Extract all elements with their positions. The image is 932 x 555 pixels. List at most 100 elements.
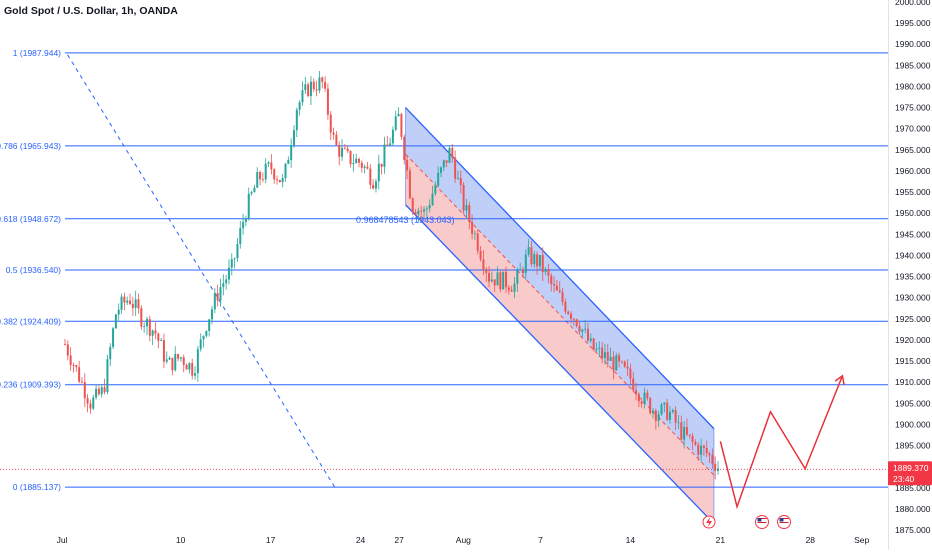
candle[interactable] [507,284,510,295]
candle[interactable] [112,327,115,349]
candle[interactable] [550,272,553,292]
candle[interactable] [623,360,626,368]
candle[interactable] [177,353,180,362]
candle[interactable] [389,137,392,147]
candle[interactable] [304,76,307,94]
candle[interactable] [83,373,86,408]
candle[interactable] [451,143,454,163]
candle[interactable] [363,164,366,174]
candle[interactable] [635,382,638,401]
candle[interactable] [637,392,640,408]
candle[interactable] [510,285,513,293]
candle[interactable] [445,160,448,168]
candle[interactable] [352,153,355,172]
candle[interactable] [643,387,646,409]
candle[interactable] [561,288,564,306]
candle[interactable] [711,448,714,469]
candle[interactable] [654,408,657,430]
candle[interactable] [423,206,426,219]
candle[interactable] [575,318,578,328]
candle[interactable] [281,173,284,188]
candle[interactable] [496,266,499,286]
projection-zigzag[interactable] [719,375,844,510]
candle[interactable] [236,237,239,262]
candle[interactable] [666,398,669,421]
candle[interactable] [332,127,335,140]
candle[interactable] [380,163,383,175]
candle[interactable] [247,187,250,221]
candle[interactable] [134,290,137,316]
candle[interactable] [383,136,386,174]
candle[interactable] [516,267,519,292]
candle[interactable] [318,71,321,94]
candle[interactable] [505,266,508,294]
candle[interactable] [620,360,623,364]
candle[interactable] [476,229,479,255]
candle[interactable] [485,267,488,282]
candle[interactable] [301,81,304,106]
candle[interactable] [233,257,236,269]
candle[interactable] [391,126,394,147]
candle[interactable] [490,271,493,283]
candle[interactable] [103,378,106,395]
candle[interactable] [290,138,293,168]
candle[interactable] [567,310,570,316]
candle[interactable] [677,414,680,429]
candle[interactable] [403,134,406,165]
candle[interactable] [572,317,575,326]
candle[interactable] [555,279,558,291]
candle[interactable] [471,214,474,240]
candle[interactable] [78,360,81,384]
candle[interactable] [341,139,344,161]
candle[interactable] [312,78,315,93]
candle[interactable] [660,402,663,416]
lightning-icon[interactable] [702,515,716,529]
channel-lower-line[interactable] [405,204,715,525]
candle[interactable] [227,259,230,285]
candle[interactable] [697,441,700,461]
candle[interactable] [705,440,708,458]
candle[interactable] [668,405,671,424]
candle[interactable] [273,167,276,184]
candle[interactable] [406,155,409,180]
candle[interactable] [536,251,539,276]
candle[interactable] [400,112,403,140]
candle[interactable] [188,362,191,374]
candle[interactable] [208,319,211,337]
candle[interactable] [717,460,720,475]
candle[interactable] [148,315,151,342]
candle[interactable] [649,397,652,415]
candle[interactable] [253,184,256,193]
candle[interactable] [459,170,462,194]
channel-upper-line[interactable] [405,107,715,430]
candle[interactable] [261,172,264,183]
candle[interactable] [168,356,171,360]
candle[interactable] [191,358,194,380]
candle[interactable] [205,330,208,338]
candle[interactable] [126,296,129,306]
candle[interactable] [377,154,380,190]
candle[interactable] [663,401,666,413]
candle[interactable] [329,110,332,141]
candle[interactable] [615,352,618,371]
candle[interactable] [544,267,547,276]
candle[interactable] [411,196,414,216]
candle[interactable] [688,434,691,440]
candle[interactable] [547,263,550,284]
candle[interactable] [64,338,66,346]
candle[interactable] [287,156,290,165]
candle[interactable] [502,271,505,290]
candle[interactable] [538,254,541,270]
fib-trend-line[interactable] [67,54,336,488]
candle[interactable] [442,159,445,172]
candle[interactable] [143,322,146,333]
candle[interactable] [626,359,629,377]
candle[interactable] [213,288,216,314]
candle[interactable] [425,206,428,217]
candle[interactable] [171,357,174,376]
candle[interactable] [120,293,123,314]
candle[interactable] [117,303,120,321]
candle[interactable] [219,278,222,307]
candle[interactable] [100,383,103,398]
candle[interactable] [439,166,442,178]
